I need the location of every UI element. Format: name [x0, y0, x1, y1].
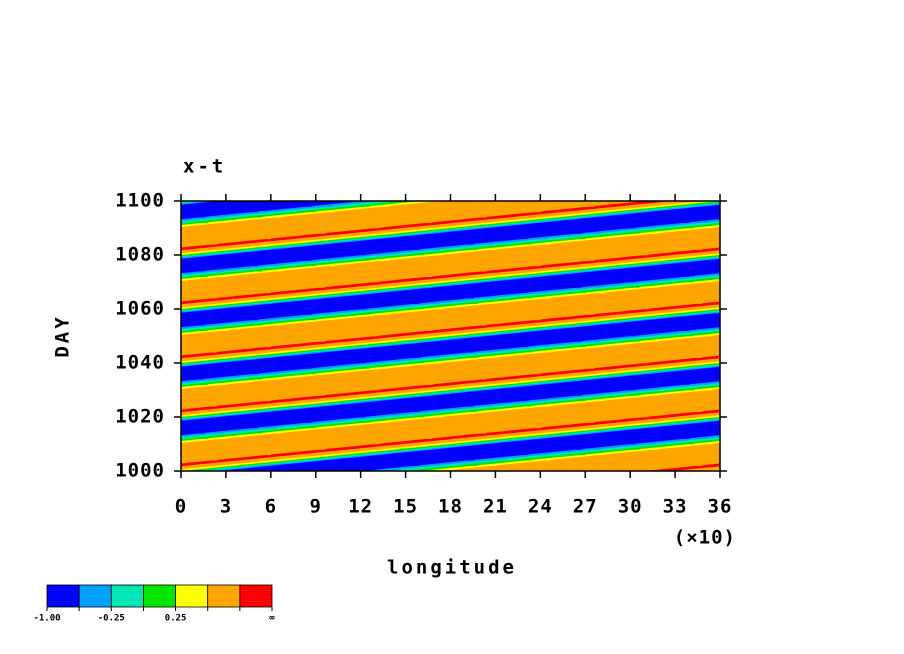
y-axis-label: DAY: [52, 314, 74, 357]
x-multiplier: (×10): [674, 527, 736, 549]
x-tick-label: 33: [663, 496, 688, 518]
x-tick-label: 27: [573, 496, 598, 518]
x-tick-label: 3: [220, 496, 232, 518]
x-tick-label: 24: [528, 496, 553, 518]
legend-swatch: [110, 584, 144, 608]
x-tick-label: 9: [310, 496, 322, 518]
legend-swatch: [207, 584, 241, 608]
x-tick-label: 15: [393, 496, 418, 518]
legend-label: ∞: [269, 614, 275, 624]
x-tick-label: 6: [265, 496, 277, 518]
legend-label: 0.25: [165, 614, 187, 624]
y-tick-label: 1020: [115, 406, 165, 428]
legend-swatch: [46, 584, 80, 608]
x-tick-label: 36: [708, 496, 733, 518]
x-tick-label: 0: [175, 496, 187, 518]
x-tick-label: 12: [348, 496, 373, 518]
legend-swatch: [239, 584, 273, 608]
x-axis-label: longitude: [387, 557, 517, 579]
x-tick-label: 18: [438, 496, 463, 518]
x-tick-label: 30: [618, 496, 643, 518]
x-tick-label: 21: [483, 496, 508, 518]
contour-field: [180, 200, 721, 472]
legend-swatch: [143, 584, 176, 608]
y-tick-label: 1040: [115, 352, 165, 374]
y-tick-label: 1060: [115, 298, 165, 320]
chart-title: x-t: [183, 156, 226, 178]
legend-swatch: [175, 584, 209, 608]
legend-label: -1.00: [33, 614, 60, 624]
legend-label: -0.25: [98, 614, 125, 624]
y-tick-label: 1000: [115, 460, 165, 482]
y-tick-label: 1080: [115, 244, 165, 266]
y-tick-label: 1100: [115, 190, 165, 212]
legend-swatch: [78, 584, 112, 608]
